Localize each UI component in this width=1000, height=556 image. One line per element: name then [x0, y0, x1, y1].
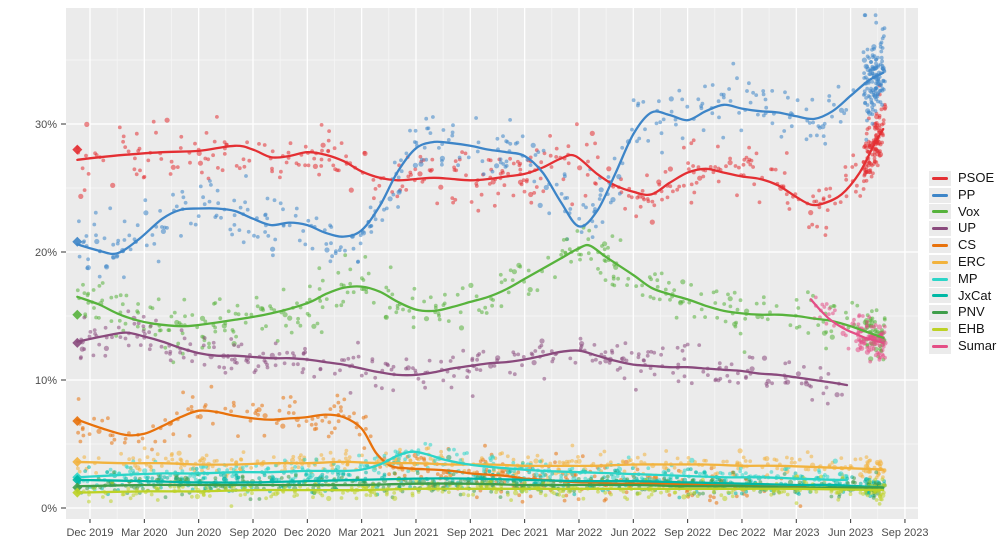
legend-label: ERC: [958, 253, 986, 269]
legend-label: PSOE: [958, 170, 995, 185]
swatch-line: [932, 193, 948, 197]
x-tick-label: Dec 2022: [718, 527, 765, 539]
trend-line-Sumar: [809, 298, 885, 345]
points-Vox: [75, 225, 887, 365]
swatch-line: [932, 344, 948, 348]
election-marker-EHB: [72, 487, 83, 498]
ehb-line-swatch-icon: [929, 322, 951, 338]
legend-item-UP: UP: [929, 220, 996, 237]
y-tick-label: 20%: [35, 247, 57, 259]
election-marker-PP: [72, 236, 83, 247]
vox-line-swatch-icon: [929, 204, 951, 220]
jxcat-line-swatch-icon: [929, 288, 951, 304]
legend-item-EHB: EHB: [929, 321, 996, 338]
legend-label: EHB: [958, 321, 985, 337]
trend-line-UP: [76, 331, 849, 387]
legend-item-MP: MP: [929, 271, 996, 288]
trend-line-JxCat: [76, 477, 885, 489]
trend-line-EHB: [76, 487, 885, 494]
swatch-line: [932, 294, 948, 298]
pp-line-swatch-icon: [929, 187, 951, 203]
legend-item-PP: PP: [929, 187, 996, 204]
legend: PSOE PP Vox UP CS ERC MP JxCat PNV EHB Sumar: [929, 170, 996, 355]
x-tick-label: Mar 2020: [121, 527, 167, 539]
x-tick-label: Dec 2020: [284, 527, 331, 539]
legend-label: UP: [958, 220, 977, 236]
election-marker-CS: [72, 415, 83, 426]
x-tick-label: Dec 2021: [501, 527, 548, 539]
election-marker-PSOE: [72, 144, 83, 155]
y-tick-label: 30%: [35, 119, 57, 131]
trend-line-MP: [76, 450, 849, 482]
legend-label: JxCat: [958, 287, 992, 303]
legend-label: CS: [958, 237, 977, 253]
x-tick-label: Jun 2021: [393, 527, 438, 539]
legend-label: Vox: [958, 203, 980, 219]
trend-line-ERC: [76, 460, 885, 471]
y-tick-label: 10%: [35, 375, 57, 387]
legend-label: MP: [958, 270, 978, 286]
x-tick-label: Jun 2022: [611, 527, 656, 539]
legend-item-JxCat: JxCat: [929, 288, 996, 305]
x-tick-label: Mar 2021: [338, 527, 384, 539]
trend-line-PP: [76, 71, 885, 256]
sumar-line-swatch-icon: [929, 338, 951, 354]
legend-item-ERC: ERC: [929, 254, 996, 271]
x-tick-label: Sep 2020: [229, 527, 276, 539]
trend-line-PSOE: [76, 127, 885, 207]
x-axis: Dec 2019 Mar 2020 Jun 2020 Sep 2020 Dec 2020…: [66, 519, 929, 539]
psoe-line-swatch-icon: [929, 170, 951, 186]
election-marker-UP: [72, 337, 83, 348]
points-PP: [77, 13, 887, 280]
legend-label: PP: [958, 186, 976, 202]
x-tick-label: Sep 2021: [447, 527, 494, 539]
legend-item-CS: CS: [929, 237, 996, 254]
legend-item-Sumar: Sumar: [929, 338, 996, 355]
legend-label: Sumar: [958, 337, 997, 353]
trend-lines: [76, 71, 885, 494]
x-tick-label: Mar 2023: [773, 527, 819, 539]
x-tick-label: Sep 2023: [881, 527, 928, 539]
legend-item-Vox: Vox: [929, 204, 996, 221]
legend-label: PNV: [958, 304, 985, 320]
x-tick-label: Jun 2020: [176, 527, 221, 539]
y-tick-label: 0%: [41, 503, 57, 515]
election-marker-JxCat: [72, 474, 83, 485]
swatch-line: [932, 210, 948, 214]
election-result-markers: [72, 144, 83, 498]
trend-line-PNV: [76, 482, 885, 489]
mp-line-swatch-icon: [929, 271, 951, 287]
swatch-line: [932, 176, 948, 180]
cs-line-swatch-icon: [929, 238, 951, 254]
election-marker-Vox: [72, 309, 83, 320]
pnv-line-swatch-icon: [929, 305, 951, 321]
election-marker-ERC: [72, 456, 83, 467]
panel-background: [66, 8, 918, 519]
election-marker-PNV: [72, 482, 83, 493]
x-tick-label: Jun 2023: [828, 527, 873, 539]
x-tick-label: Dec 2019: [66, 527, 113, 539]
trend-line-Vox: [76, 243, 885, 339]
swatch-line: [932, 260, 948, 264]
up-line-swatch-icon: [929, 221, 951, 237]
swatch-line: [932, 277, 948, 281]
legend-item-PNV: PNV: [929, 304, 996, 321]
swatch-line: [932, 244, 948, 248]
legend-item-PSOE: PSOE: [929, 170, 996, 187]
x-tick-label: Sep 2022: [664, 527, 711, 539]
y-axis: 0% 10% 20% 30%: [35, 119, 66, 515]
swatch-line: [932, 311, 948, 315]
erc-line-swatch-icon: [929, 254, 951, 270]
swatch-line: [932, 227, 948, 231]
swatch-line: [932, 328, 948, 332]
x-tick-label: Mar 2022: [556, 527, 602, 539]
